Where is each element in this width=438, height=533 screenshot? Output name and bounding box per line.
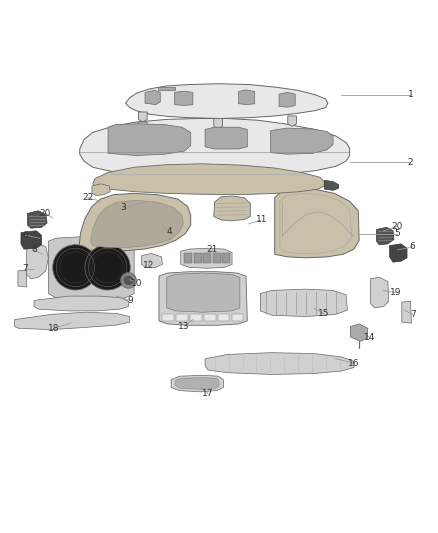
Text: 6: 6	[22, 231, 28, 240]
Polygon shape	[176, 377, 219, 389]
Polygon shape	[213, 254, 221, 263]
Polygon shape	[125, 84, 328, 118]
Polygon shape	[184, 254, 192, 263]
Text: 20: 20	[392, 222, 403, 231]
Polygon shape	[167, 273, 240, 312]
Polygon shape	[93, 164, 324, 195]
Polygon shape	[28, 211, 47, 228]
Text: 12: 12	[143, 261, 154, 270]
Text: 6: 6	[410, 243, 416, 252]
Text: 1: 1	[408, 90, 413, 99]
Polygon shape	[138, 122, 147, 132]
Text: 7: 7	[410, 310, 416, 319]
Text: 10: 10	[131, 279, 142, 287]
Polygon shape	[194, 254, 201, 263]
Polygon shape	[232, 314, 244, 321]
Text: 13: 13	[178, 321, 190, 330]
Text: 16: 16	[348, 359, 360, 368]
Polygon shape	[141, 254, 162, 268]
Polygon shape	[239, 90, 254, 104]
Polygon shape	[14, 312, 130, 329]
Polygon shape	[288, 116, 297, 126]
Text: 22: 22	[82, 193, 93, 202]
Polygon shape	[162, 314, 174, 321]
Text: 20: 20	[39, 209, 51, 218]
Polygon shape	[402, 301, 411, 323]
Polygon shape	[92, 184, 110, 196]
Polygon shape	[279, 92, 295, 107]
Circle shape	[85, 245, 130, 290]
Polygon shape	[205, 127, 247, 149]
Text: 7: 7	[22, 264, 28, 273]
Text: 11: 11	[256, 215, 268, 224]
Text: 15: 15	[318, 309, 329, 318]
Polygon shape	[377, 228, 394, 245]
Polygon shape	[158, 87, 176, 90]
Polygon shape	[223, 254, 230, 263]
Text: 4: 4	[166, 227, 172, 236]
Polygon shape	[324, 180, 339, 190]
Polygon shape	[260, 289, 347, 317]
Polygon shape	[159, 272, 247, 325]
Polygon shape	[350, 324, 368, 341]
Polygon shape	[190, 314, 201, 321]
Polygon shape	[275, 189, 359, 258]
Polygon shape	[21, 231, 42, 249]
Text: 14: 14	[364, 333, 375, 342]
Polygon shape	[181, 248, 232, 268]
Polygon shape	[145, 90, 160, 104]
Polygon shape	[270, 128, 333, 154]
Text: 21: 21	[207, 246, 218, 254]
Polygon shape	[91, 200, 184, 248]
Text: 17: 17	[202, 389, 214, 398]
Polygon shape	[390, 244, 407, 262]
Text: 8: 8	[31, 246, 37, 254]
Text: 2: 2	[408, 158, 413, 166]
Text: 19: 19	[389, 288, 401, 297]
Polygon shape	[177, 314, 187, 321]
Polygon shape	[80, 118, 350, 179]
Polygon shape	[27, 243, 48, 279]
Polygon shape	[371, 277, 389, 308]
Polygon shape	[18, 270, 27, 287]
Polygon shape	[108, 124, 191, 156]
Text: 18: 18	[48, 324, 60, 333]
Circle shape	[124, 276, 133, 285]
Text: 3: 3	[120, 203, 126, 212]
Circle shape	[53, 245, 98, 290]
Polygon shape	[175, 91, 193, 106]
Polygon shape	[79, 193, 191, 251]
Polygon shape	[204, 314, 215, 321]
Polygon shape	[214, 196, 251, 221]
Polygon shape	[218, 314, 230, 321]
Polygon shape	[214, 118, 223, 129]
Text: 5: 5	[395, 229, 400, 238]
Polygon shape	[205, 353, 354, 375]
Text: 9: 9	[127, 296, 133, 305]
Polygon shape	[138, 112, 147, 122]
Circle shape	[120, 272, 136, 288]
Polygon shape	[203, 254, 211, 263]
Polygon shape	[48, 237, 134, 301]
Polygon shape	[34, 296, 128, 311]
Polygon shape	[171, 375, 223, 392]
